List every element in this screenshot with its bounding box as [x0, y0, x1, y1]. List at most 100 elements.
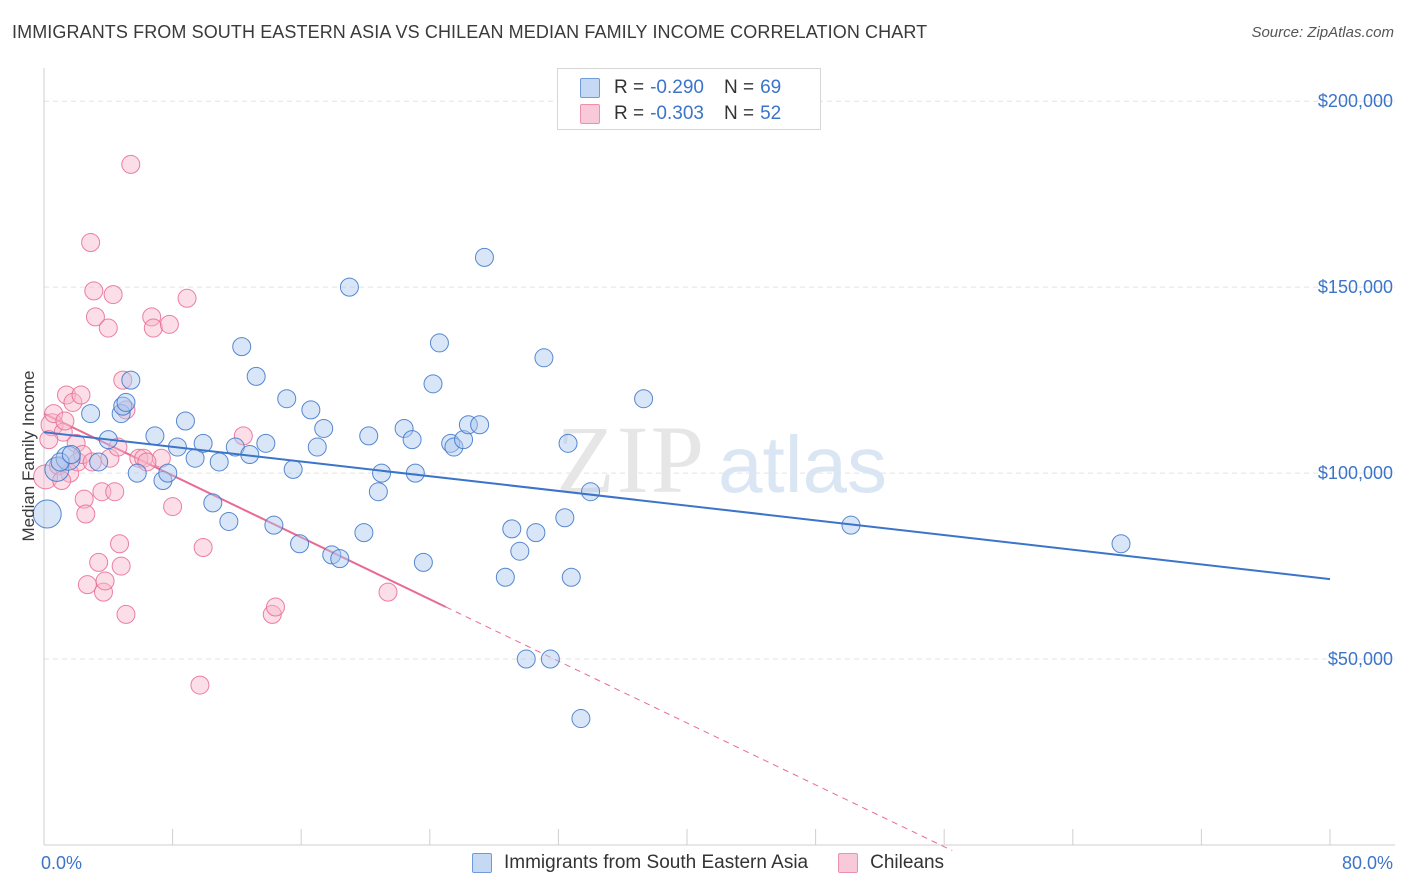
- data-point: [394, 418, 414, 438]
- y-tick-label: $200,000: [1318, 91, 1393, 111]
- data-point: [203, 493, 223, 513]
- data-point: [534, 348, 554, 368]
- gridlines: [44, 100, 1395, 660]
- data-point: [116, 604, 136, 624]
- data-point: [77, 575, 97, 595]
- data-point: [474, 247, 494, 267]
- data-point: [95, 571, 115, 591]
- data-point: [32, 499, 62, 529]
- data-point: [66, 433, 86, 453]
- watermark-atlas: atlas: [718, 420, 887, 509]
- chart-source: Source: ZipAtlas.com: [1251, 24, 1394, 41]
- data-point: [581, 482, 601, 502]
- data-point: [526, 523, 546, 543]
- legend-item-immigrants-sea: Immigrants from South Eastern Asia: [472, 852, 808, 874]
- data-point: [429, 333, 449, 353]
- data-point: [283, 459, 303, 479]
- data-point: [458, 415, 478, 435]
- trendline-immigrants-sea: [43, 431, 1331, 581]
- data-point: [103, 285, 123, 305]
- data-point: [558, 433, 578, 453]
- data-point: [307, 437, 327, 457]
- axes: [43, 68, 1395, 846]
- data-point: [73, 445, 93, 464]
- data-point: [441, 433, 461, 453]
- data-point: [163, 497, 183, 517]
- data-point: [368, 482, 388, 502]
- y-tick-label: $150,000: [1318, 277, 1393, 297]
- data-point: [232, 337, 252, 357]
- watermark: ZIP atlas: [556, 406, 887, 513]
- data-point: [634, 389, 654, 409]
- data-point: [354, 523, 374, 543]
- data-point: [264, 515, 284, 535]
- data-point: [110, 534, 130, 554]
- legend-label-immigrants-sea: Immigrants from South Eastern Asia: [504, 852, 809, 873]
- data-point: [175, 411, 195, 431]
- data-point: [413, 552, 433, 572]
- data-point: [502, 519, 522, 539]
- data-point: [44, 404, 64, 424]
- legend-n-label: N =: [723, 103, 755, 124]
- legend-row-immigrants-sea: R = -0.290 N = 69: [580, 76, 781, 100]
- legend-n-value: 52: [760, 103, 782, 124]
- legend-swatch-blue: [580, 78, 600, 98]
- data-point: [1111, 534, 1131, 554]
- data-point: [193, 433, 213, 453]
- y-axis-title: Median Family Income: [19, 370, 38, 541]
- data-point: [571, 709, 591, 729]
- data-point: [84, 281, 104, 301]
- data-point: [89, 452, 109, 472]
- legend-swatch-pink: [580, 104, 600, 124]
- data-point: [121, 154, 141, 174]
- data-point: [89, 552, 109, 572]
- data-point: [55, 411, 75, 431]
- data-point: [98, 318, 118, 338]
- legend-row-chileans: R = -0.303 N = 52: [580, 102, 781, 126]
- x-tick-label: 80.0%: [1342, 853, 1393, 873]
- data-point: [561, 567, 581, 587]
- data-point: [470, 415, 490, 435]
- data-point: [277, 389, 297, 409]
- legend-n-label: N =: [723, 77, 755, 98]
- data-point: [190, 675, 210, 695]
- data-point: [127, 463, 147, 483]
- legend-r-label: R =: [614, 77, 645, 98]
- data-point: [71, 385, 91, 405]
- y-tick-label: $100,000: [1318, 463, 1393, 483]
- x-tick-labels: 0.0% 80.0%: [41, 853, 1393, 873]
- watermark-zip: ZIP: [556, 406, 706, 513]
- points-chileans: [33, 154, 398, 695]
- data-point: [454, 430, 474, 450]
- data-point: [233, 426, 253, 446]
- data-point: [76, 504, 96, 524]
- data-point: [495, 567, 515, 587]
- data-point: [57, 385, 77, 405]
- data-point: [113, 396, 133, 416]
- legend-swatch-blue: [472, 853, 492, 873]
- data-point: [82, 452, 102, 472]
- data-point: [209, 452, 229, 472]
- data-point: [555, 508, 575, 528]
- y-tick-label: $50,000: [1328, 649, 1393, 669]
- trendline-chileans: [43, 412, 953, 852]
- data-point: [81, 404, 101, 424]
- legend-item-chileans: Chileans: [838, 852, 944, 874]
- data-point: [540, 649, 560, 669]
- data-point: [378, 582, 398, 602]
- data-point: [290, 534, 310, 554]
- trendline-solid: [43, 431, 1331, 581]
- data-point: [63, 392, 83, 412]
- data-point: [74, 489, 94, 509]
- data-point: [246, 366, 266, 386]
- data-point: [159, 314, 179, 334]
- data-point: [113, 370, 133, 390]
- data-point: [108, 437, 128, 457]
- data-point: [177, 288, 197, 308]
- data-point: [402, 430, 422, 450]
- data-point: [143, 318, 163, 338]
- data-point: [510, 541, 530, 561]
- data-point: [145, 426, 165, 446]
- legend-n-value: 69: [760, 77, 782, 98]
